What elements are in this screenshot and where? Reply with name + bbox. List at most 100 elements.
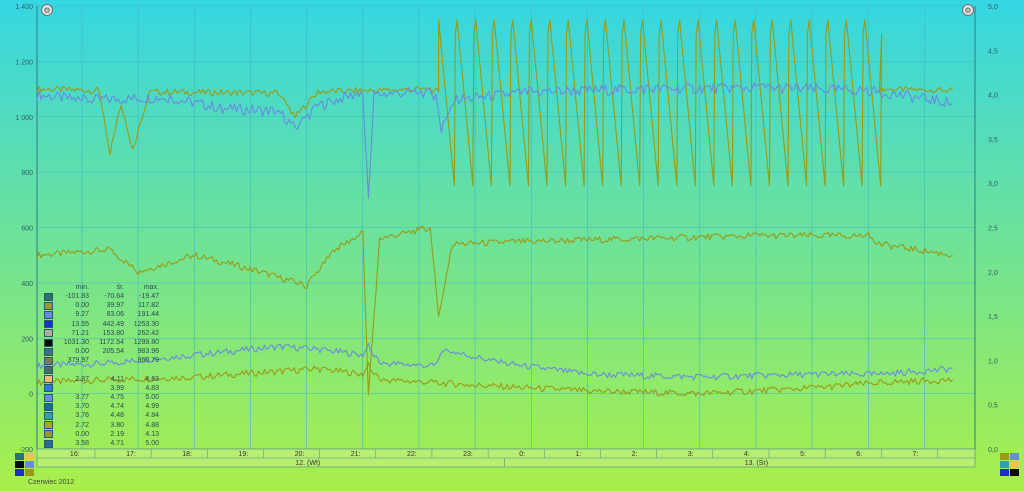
x-tick-label: 18: — [182, 451, 192, 458]
legend-row[interactable]: 3.77 4.75 5.00 — [44, 393, 166, 402]
y-tick-label-right: 1,0 — [988, 358, 998, 365]
legend-row[interactable]: 0.00 39.97 117.82 — [44, 301, 166, 310]
legend-swatch — [44, 430, 53, 439]
legend-min: -101.83 — [65, 293, 89, 300]
legend-row[interactable]: 9.27 83.06 191.44 — [44, 310, 166, 319]
legend-swatch — [44, 320, 53, 329]
legend-swatch — [44, 439, 53, 448]
legend-max: 262.42 — [137, 329, 159, 337]
legend-swatch — [44, 384, 53, 393]
x-tick-label: 3: — [688, 451, 694, 458]
legend-max: 860.79 — [137, 357, 159, 365]
color-palette-icon-right[interactable] — [1000, 453, 1019, 476]
legend-min: 379.97 — [67, 357, 89, 365]
legend-swatch — [44, 329, 53, 338]
legend-max: 117.82 — [138, 302, 159, 310]
series-line-blue-upper — [36, 82, 953, 199]
legend-avg: -70.64 — [104, 293, 124, 300]
y-tick-label-right: 1,5 — [988, 314, 998, 321]
settings-icon-left[interactable]: ⚙ — [41, 4, 53, 16]
legend-max: -19.47 — [139, 293, 159, 300]
legend-avg: 1172.54 — [99, 338, 124, 346]
legend-swatch — [44, 338, 53, 347]
legend-min: 2.87 — [75, 375, 89, 383]
legend-avg: 442.49 — [102, 320, 124, 328]
legend-max: 5.00 — [145, 440, 159, 447]
y-tick-label-right: 0,0 — [988, 447, 998, 454]
month-label: Czerwiec 2012 — [28, 479, 75, 486]
legend-row[interactable]: 2.72 3.80 4.88 — [44, 421, 166, 430]
legend-min: 2.72 — [75, 421, 89, 429]
legend-row[interactable]: 2.87 4.11 4.63 — [44, 375, 166, 384]
legend-header-avg: śr. — [116, 284, 124, 291]
legend-max: 1253.30 — [133, 320, 159, 328]
y-tick-label-right: 2,0 — [988, 270, 998, 277]
x-tick-label: 22: — [407, 451, 417, 458]
legend-avg: 3.80 — [110, 421, 124, 429]
legend-max: 4.84 — [145, 412, 159, 420]
legend-avg: 2.19 — [110, 430, 124, 438]
legend-min: 3.76 — [75, 412, 89, 420]
y-tick-label-left: 0 — [29, 392, 33, 399]
legend-swatch — [44, 402, 53, 411]
legend-row[interactable]: 13.55 442.49 1253.30 — [44, 320, 166, 329]
x-tick-label: 20: — [295, 451, 305, 458]
day-label: 13. (Śr) — [745, 458, 768, 467]
series-line-olive-upper — [36, 19, 953, 187]
x-tick-label: 16: — [70, 451, 80, 458]
legend-avg: 83.06 — [106, 311, 124, 319]
series-line-olive-middle — [36, 226, 953, 396]
series-line-blue-lower — [36, 342, 953, 381]
legend-row[interactable]: 379.97 860.79 — [44, 356, 166, 365]
legend-row[interactable]: 0.00 2.19 4.13 — [44, 430, 166, 439]
legend-header-max: max. — [143, 284, 159, 291]
legend-row[interactable]: -101.83 -70.64 -19.47 — [44, 292, 166, 301]
x-tick-label: 23: — [463, 451, 473, 458]
legend-row[interactable]: 3.70 4.74 4.99 — [44, 402, 166, 411]
y-tick-label-right: 3,5 — [988, 137, 998, 144]
legend-swatch — [44, 393, 53, 402]
legend-swatch — [44, 301, 53, 310]
legend-header-min: min. — [75, 284, 89, 291]
y-tick-label-left: 1 200 — [15, 59, 33, 66]
legend-avg: 4.71 — [110, 440, 124, 447]
legend-row[interactable]: 0.00 205.54 983.96 — [44, 347, 166, 356]
legend-avg: 4.48 — [110, 412, 124, 420]
x-tick-label: 5: — [800, 451, 806, 458]
legend-max: 4.88 — [145, 421, 159, 429]
legend-swatch — [44, 347, 53, 356]
legend-row[interactable] — [44, 366, 166, 375]
legend-rows: -101.83 -70.64 -19.47 0.00 39.97 117.82 9.27 83… — [44, 292, 166, 448]
legend-row[interactable]: 3.76 4.48 4.84 — [44, 411, 166, 421]
legend-min: 1031.30 — [63, 338, 89, 346]
legend-max: 4.99 — [145, 403, 159, 411]
legend-max: 4.83 — [145, 384, 159, 392]
legend-min: 0.00 — [75, 302, 89, 310]
legend-min: 9.27 — [75, 311, 89, 319]
legend-avg: 3.99 — [110, 384, 124, 392]
color-palette-icon[interactable] — [15, 453, 34, 476]
legend-swatch — [44, 356, 53, 365]
legend-min: 13.55 — [71, 320, 89, 328]
legend-row[interactable]: 3.99 4.83 — [44, 384, 166, 393]
settings-icon-right[interactable]: ⚙ — [962, 4, 974, 16]
legend-row[interactable]: 1031.30 1172.54 1299.80 — [44, 338, 166, 347]
y-tick-label-right: 3,0 — [988, 181, 998, 188]
legend-row[interactable]: 3.58 4.71 5.00 — [44, 439, 166, 448]
legend-swatch — [44, 366, 53, 375]
legend-min: 0.00 — [75, 348, 89, 356]
x-tick-label: 1: — [575, 451, 581, 458]
legend-max: 983.96 — [137, 348, 159, 356]
y-tick-label-right: 2,5 — [988, 226, 998, 233]
legend-swatch — [44, 310, 53, 319]
legend-row[interactable]: 71.21 153.80 262.42 — [44, 329, 166, 338]
legend-max: 5.00 — [145, 394, 159, 402]
legend-header: min. śr. max. — [44, 283, 166, 292]
legend-min: 3.70 — [75, 403, 89, 411]
y-tick-label-left: 1 000 — [15, 115, 33, 122]
legend-avg: 205.54 — [102, 348, 124, 356]
legend-swatch — [44, 421, 53, 430]
y-tick-label-right: 4,5 — [988, 48, 998, 55]
